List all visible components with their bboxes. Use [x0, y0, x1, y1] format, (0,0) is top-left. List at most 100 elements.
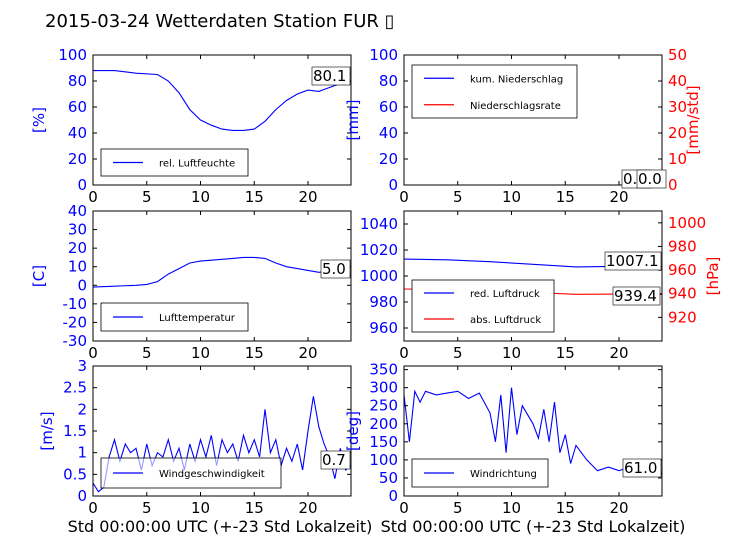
- temperature-ytick-label: -10: [63, 295, 88, 313]
- precip-ytick-right-label: 0: [668, 176, 678, 194]
- precip-ytick-right-label: 50: [668, 46, 687, 64]
- humidity-series-1-line: [93, 70, 352, 131]
- precip-ytick-label: 60: [379, 98, 398, 116]
- winddir-xtick-label: 10: [502, 499, 521, 517]
- humidity-annotation-1: 80.1: [313, 67, 346, 85]
- xlabel-right: Std 00:00:00 UTC (+-23 Std Lokalzeit): [381, 517, 686, 536]
- temperature-ytick-label: 0: [77, 276, 87, 294]
- pressure-annotation-1: 1007.1: [606, 252, 659, 270]
- precip-ytick-label: 80: [379, 72, 398, 90]
- pressure-xtick-label: 15: [556, 344, 575, 362]
- winddir-xtick-label: 15: [556, 499, 575, 517]
- figure-title: 2015-03-24 Wetterdaten Station FUR ▯: [45, 11, 395, 32]
- pressure-annotation-2: 939.4: [614, 287, 657, 305]
- temperature-ytick-label: -20: [63, 313, 88, 331]
- winddir-annotation-1: 61.0: [624, 459, 657, 477]
- temperature-ytick-label: -30: [63, 332, 88, 350]
- humidity-ytick-label: 80: [68, 72, 87, 90]
- windspeed-ytick-label: 0.5: [63, 465, 87, 483]
- xlabel-left: Std 00:00:00 UTC (+-23 Std Lokalzeit): [68, 517, 373, 536]
- pressure-ytick-label: 1020: [360, 241, 398, 259]
- pressure-ytick-label: 1000: [360, 267, 398, 285]
- humidity-ytick-label: 100: [58, 46, 87, 64]
- winddir-ytick-label: 50: [379, 469, 398, 487]
- precip-legend-label-2: Niederschlagsrate: [470, 101, 561, 112]
- windspeed-xtick-label: 10: [191, 499, 210, 517]
- precip-ylabel: [mm]: [344, 100, 362, 141]
- winddir-ytick-label: 350: [369, 361, 398, 379]
- windspeed-ytick-label: 0: [77, 487, 87, 505]
- temperature-legend-label-1: Lufttemperatur: [159, 313, 236, 324]
- precip-ytick-label: 20: [379, 150, 398, 168]
- humidity-ylabel: [%]: [30, 107, 48, 133]
- temperature-annotation-box-1: [320, 259, 351, 279]
- winddir-ytick-label: 100: [369, 451, 398, 469]
- temperature-ytick-label: 30: [68, 221, 87, 239]
- winddir-ytick-label: 0: [388, 487, 398, 505]
- windspeed-ytick-label: 3: [77, 357, 87, 375]
- pressure-ytick-right-label: 960: [668, 261, 697, 279]
- pressure-legend-box: [411, 279, 555, 333]
- temperature-panel: 0 5 10 15 20-30-20-10010203040[C]Lufttempera…: [30, 202, 352, 362]
- precip-xtick-label: 20: [609, 188, 628, 206]
- humidity-frame: [92, 54, 352, 186]
- temperature-xtick-label: 15: [245, 344, 264, 362]
- winddir-ylabel: [deg]: [344, 411, 362, 451]
- pressure-legend-label-1: red. Luftdruck: [470, 289, 540, 300]
- precip-ylabel-right: [mm/std]: [684, 85, 702, 154]
- winddir-annotation-box-1: [622, 458, 662, 478]
- precip-ytick-right-label: 20: [668, 124, 687, 142]
- winddir-series-1-line: [403, 387, 663, 475]
- humidity-xtick-label: 20: [298, 188, 317, 206]
- windspeed-ytick-label: 1.5: [63, 422, 87, 440]
- humidity-xtick-label: 10: [191, 188, 210, 206]
- winddir-panel: 0 5 10 15 20050100150200250300350[deg]Windri…: [344, 361, 663, 517]
- winddir-xtick-label: 0: [399, 499, 409, 517]
- temperature-ytick-label: 40: [68, 202, 87, 220]
- humidity-ytick-label: 20: [68, 150, 87, 168]
- precip-annotation-box-2: [636, 169, 667, 189]
- precip-ytick-right-label: 40: [668, 72, 687, 90]
- winddir-ytick-label: 300: [369, 379, 398, 397]
- humidity-legend-label-1: rel. Luftfeuchte: [159, 159, 235, 170]
- pressure-xtick-label: 5: [453, 344, 463, 362]
- pressure-ytick-right-label: 1000: [668, 214, 706, 232]
- precip-ytick-label: 0: [388, 176, 398, 194]
- windspeed-panel: 0 5 10 15 2000.511.522.53[m/s]Windgeschwindi…: [38, 357, 352, 517]
- windspeed-ylabel: [m/s]: [38, 411, 56, 450]
- windspeed-legend-label-1: Windgeschwindigkeit: [159, 469, 265, 480]
- pressure-annotation-box-1: [604, 251, 662, 271]
- pressure-ylabel-right: [hPa]: [704, 257, 722, 296]
- precip-ytick-label: 40: [379, 124, 398, 142]
- precip-frame: [403, 54, 663, 186]
- windspeed-legend-box: [100, 457, 282, 489]
- pressure-xtick-label: 10: [502, 344, 521, 362]
- temperature-annotation-1: 5.0: [322, 260, 346, 278]
- winddir-ytick-label: 250: [369, 397, 398, 415]
- winddir-xtick-label: 5: [453, 499, 463, 517]
- winddir-frame: [403, 365, 663, 497]
- humidity-panel: 0 5 10 15 20 0 20 40 60 80 100 [%] rel. Luftfeuchte 8…: [30, 46, 352, 206]
- pressure-xtick-label: 20: [609, 344, 628, 362]
- temperature-ytick-label: 20: [68, 239, 87, 257]
- windspeed-xtick-label: 5: [142, 499, 152, 517]
- pressure-ytick-label: 960: [369, 319, 398, 337]
- humidity-xtick-label: 0: [88, 188, 98, 206]
- temperature-ylabel: [C]: [30, 265, 48, 287]
- winddir-ytick-label: 200: [369, 415, 398, 433]
- precip-xtick-label: 0: [399, 188, 409, 206]
- temperature-frame: [92, 210, 352, 342]
- winddir-legend-label-1: Windrichtung: [470, 469, 537, 480]
- winddir-xtick-label: 20: [609, 499, 628, 517]
- windspeed-ytick-label: 2: [77, 400, 87, 418]
- precip-legend-box: [411, 64, 578, 119]
- temperature-xtick-label: 20: [298, 344, 317, 362]
- pressure-ytick-right-label: 980: [668, 237, 697, 255]
- humidity-annotation-box-1: [311, 66, 351, 86]
- windspeed-xtick-label: 15: [245, 499, 264, 517]
- pressure-ytick-right-label: 940: [668, 285, 697, 303]
- winddir-ytick-label: 150: [369, 433, 398, 451]
- windspeed-annotation-box-1: [320, 450, 351, 470]
- humidity-xtick-label: 5: [142, 188, 152, 206]
- windspeed-xtick-label: 0: [88, 499, 98, 517]
